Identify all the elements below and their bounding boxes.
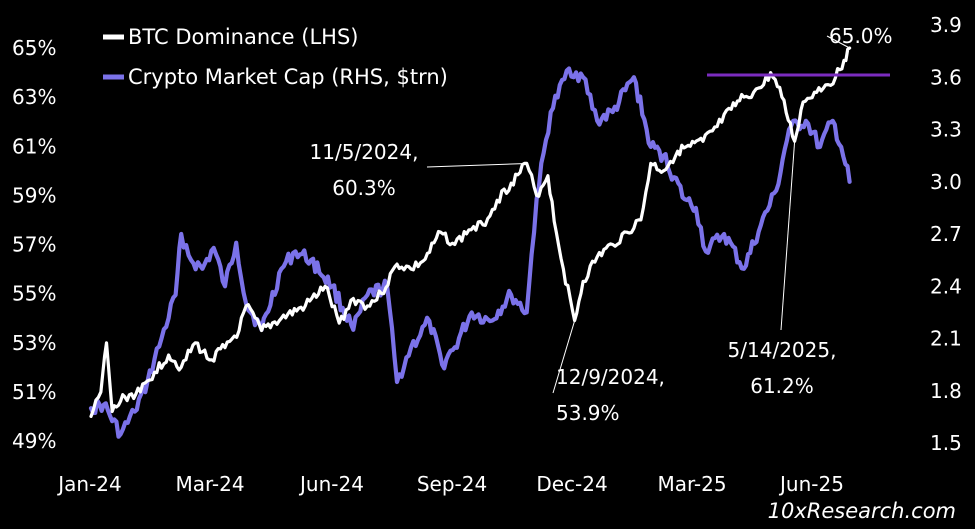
annotation-label: 11/5/2024,	[310, 140, 419, 164]
x-axis-ticks: Jan-24 Mar-24 Jun-24 Sep-24 Dec-24 Mar-25 Jun-…	[56, 472, 844, 496]
legend-label-btc-dominance: BTC Dominance (LHS)	[128, 25, 359, 49]
series-line-market-cap	[88, 66, 852, 439]
y-right-tick-label: 1.8	[930, 379, 962, 403]
y-left-tick-label: 49%	[12, 429, 56, 453]
annotation-label: 12/9/2024,	[556, 365, 665, 389]
y-left-tick-label: 57%	[12, 233, 56, 257]
annotation-leader-line	[426, 162, 527, 168]
y-left-tick-label: 61%	[12, 134, 56, 158]
annotation-leader-line	[552, 320, 576, 394]
y-right-tick-label: 2.7	[930, 222, 962, 246]
y-right-tick-label: 3.9	[930, 13, 962, 37]
y-left-tick-label: 55%	[12, 282, 56, 306]
y-left-tick-label: 59%	[12, 183, 56, 207]
x-tick-label: Mar-25	[657, 472, 726, 496]
y-right-tick-label: 3.0	[930, 170, 962, 194]
y-right-tick-label: 2.4	[930, 274, 962, 298]
y-left-tick-label: 53%	[12, 331, 56, 355]
y-left-tick-label: 65%	[12, 36, 56, 60]
series-line-btc-dominance	[89, 46, 852, 418]
y-right-tick-label: 3.3	[930, 118, 962, 142]
y-right-tick-label: 1.5	[930, 431, 962, 455]
y-right-tick-label: 2.1	[930, 327, 962, 351]
y-left-tick-label: 51%	[12, 380, 56, 404]
y-right-tick-label: 3.6	[930, 65, 962, 89]
x-tick-label: Jan-24	[56, 472, 122, 496]
x-tick-label: Sep-24	[417, 472, 487, 496]
watermark: 10xResearch.com	[768, 499, 956, 523]
x-tick-label: Jun-25	[778, 472, 844, 496]
annotation-label: 5/14/2025,	[728, 338, 837, 362]
annotation-label: 60.3%	[332, 176, 396, 200]
plot-area	[88, 46, 890, 439]
annotation-leader-line	[780, 141, 796, 331]
legend-label-market-cap: Crypto Market Cap (RHS, $trn)	[128, 65, 448, 89]
y-left-tick-label: 63%	[12, 85, 56, 109]
annotation-label: 65.0%	[829, 24, 893, 48]
annotations: 11/5/2024, 60.3% 12/9/2024, 53.9% 5/14/2025,…	[310, 24, 893, 425]
annotation-label: 53.9%	[556, 401, 620, 425]
right-axis-ticks: 1.5 1.8 2.1 2.4 2.7 3.0 3.3 3.6 3.9	[930, 13, 962, 455]
x-tick-label: Dec-24	[536, 472, 607, 496]
annotation-leader-line	[826, 35, 850, 49]
annotation-label: 61.2%	[750, 374, 814, 398]
legend: BTC Dominance (LHS) Crypto Market Cap (R…	[103, 25, 448, 89]
left-axis-ticks: 49% 51% 53% 55% 57% 59% 61% 63% 65%	[12, 36, 56, 453]
x-tick-label: Jun-24	[298, 472, 364, 496]
x-tick-label: Mar-24	[175, 472, 244, 496]
